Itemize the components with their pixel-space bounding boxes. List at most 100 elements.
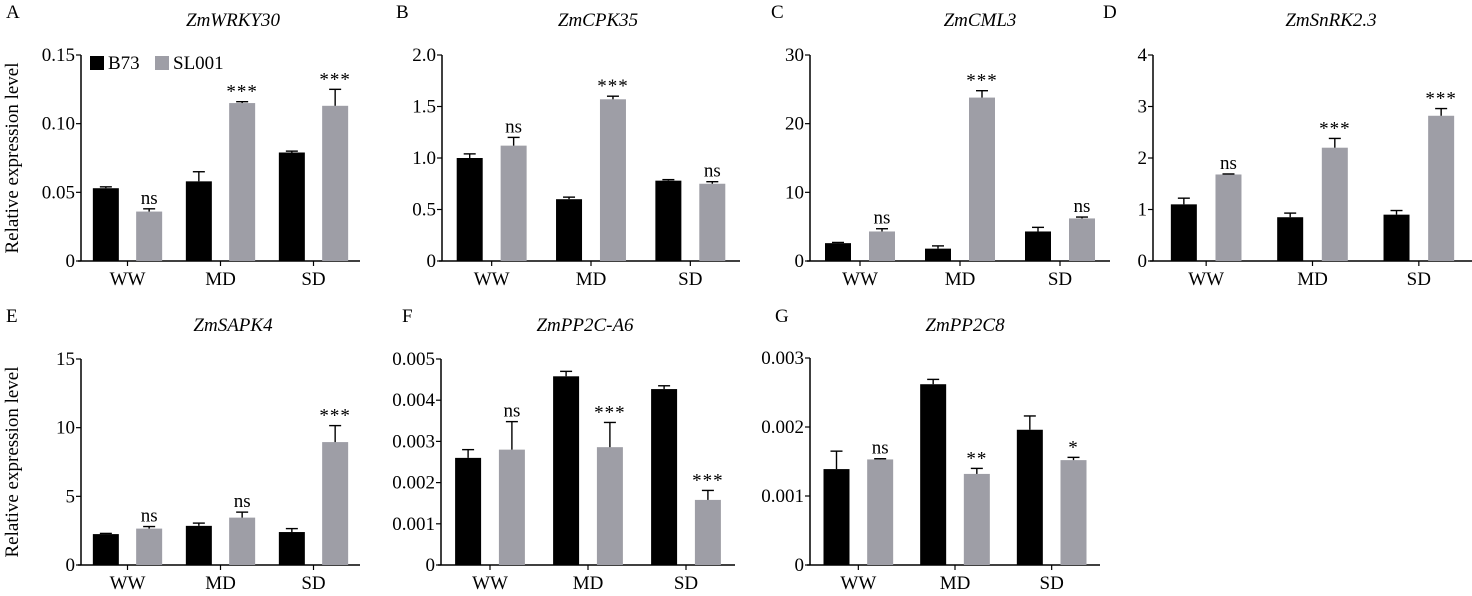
panel-g-bar-b73-ww [823, 469, 850, 565]
panel-b-xtick-label: MD [576, 269, 607, 290]
panel-d-title: ZmSnRK2.3 [1285, 10, 1376, 31]
panel-e-title: ZmSAPK4 [193, 315, 273, 336]
panel-b-ytick-label: 0.5 [412, 200, 436, 221]
panel-d-bar-b73-md [1277, 217, 1304, 261]
panel-f-significance-sd: *** [692, 470, 724, 491]
panel-d-ytick-label: 1 [1138, 200, 1148, 221]
panel-a-bar-b73-ww [92, 188, 119, 261]
panel-c-bar-sl001-ww [869, 231, 895, 261]
panel-d-significance-sd: *** [1425, 89, 1457, 110]
panel-b-xtick-label: SD [678, 269, 702, 290]
panel-e-significance-ww: ns [141, 506, 158, 527]
panel-e-xtick-label: WW [110, 573, 146, 594]
panel-b-ytick-label: 2.0 [412, 45, 436, 66]
panel-d-bar-sl001-sd [1428, 115, 1455, 262]
panel-g-xtick-label: SD [1040, 573, 1064, 594]
panel-g-significance-sd: * [1068, 437, 1079, 458]
panel-g-title: ZmPP2C8 [925, 315, 1005, 336]
panel-a-xtick-label: MD [205, 269, 236, 290]
panel-f-bar-sl001-sd [694, 499, 721, 565]
panel-f-title: ZmPP2C-A6 [536, 315, 634, 336]
panel-e-ytick-label: 10 [56, 418, 75, 439]
panel-c-xtick-label: SD [1048, 269, 1072, 290]
panel-c-xtick-label: MD [945, 269, 976, 290]
panel-c-title: ZmCML3 [944, 10, 1017, 31]
panel-f-bar-b73-sd [651, 389, 678, 565]
panel-d-bar-sl001-ww [1215, 174, 1242, 261]
panel-d-ytick-label: 0 [1138, 251, 1148, 272]
panel-f-letter: F [402, 306, 413, 327]
panel-e-significance-md: ns [234, 491, 251, 512]
panel-d-bar-sl001-md [1321, 147, 1348, 261]
panel-f-bar-sl001-md [596, 447, 623, 565]
panel-g-bar-b73-sd [1016, 429, 1043, 565]
panel-d-ytick-label: 3 [1138, 97, 1148, 118]
panel-d-bar-b73-sd [1383, 214, 1410, 261]
panel-g-bar-sl001-ww [867, 459, 894, 565]
panel-b-ytick-label: 1.5 [412, 97, 436, 118]
panel-g-bar-sl001-sd [1060, 460, 1087, 565]
panel-e-bar-b73-md [185, 525, 212, 565]
panel-b-bar-sl001-md [599, 99, 626, 261]
panel-f-ytick-label: 0.003 [392, 431, 435, 452]
panel-g-xtick-label: WW [840, 573, 876, 594]
panel-d-significance-ww: ns [1220, 153, 1237, 174]
panel-f-ytick-label: 0.004 [392, 390, 435, 411]
panel-e-ytick-label: 15 [56, 349, 75, 370]
panel-c-ytick-label: 20 [785, 114, 804, 135]
legend-label-sl001: SL001 [173, 53, 224, 74]
panel-b-significance-md: *** [597, 76, 629, 97]
panel-a-bar-sl001-sd [322, 105, 349, 262]
panel-c-bar-sl001-md [969, 97, 995, 261]
panel-g-ytick-label: 0 [795, 555, 805, 576]
panel-f-bar-b73-ww [455, 457, 482, 565]
panel-g-bar-sl001-md [963, 473, 990, 565]
panel-b-title: ZmCPK35 [558, 10, 638, 31]
panel-c-bar-b73-ww [825, 243, 851, 261]
panel-a-letter: A [6, 2, 20, 23]
panel-c-xtick-label: WW [842, 269, 878, 290]
panel-d-xtick-label: SD [1407, 269, 1431, 290]
panel-a-ytick-label: 0.10 [42, 114, 75, 135]
panel-g-ytick-label: 0.001 [761, 486, 804, 507]
panel-a-ytick-label: 0.15 [42, 45, 75, 66]
panel-c-significance-md: *** [966, 71, 998, 92]
panel-f-xtick-label: MD [573, 573, 604, 594]
panel-c-letter: C [771, 2, 784, 23]
panel-b-significance-ww: ns [505, 116, 522, 137]
panel-b-bar-b73-ww [456, 158, 483, 261]
panel-b-letter: B [396, 2, 409, 23]
legend-swatch-sl001 [155, 56, 169, 70]
panel-b-bar-b73-sd [655, 180, 682, 261]
panel-c-bar-b73-md [925, 248, 951, 261]
panel-g-significance-ww: ns [872, 438, 889, 459]
panel-b-bar-sl001-ww [500, 145, 527, 261]
panel-e-significance-sd: *** [319, 406, 351, 427]
panel-d-xtick-label: WW [1188, 269, 1224, 290]
panel-a-significance-ww: ns [141, 188, 158, 209]
panel-d-xtick-label: MD [1297, 269, 1328, 290]
panel-c-bar-b73-sd [1025, 231, 1051, 261]
panel-a-significance-md: *** [226, 82, 258, 103]
panel-a-bar-b73-sd [278, 152, 305, 261]
panel-c-bar-sl001-sd [1069, 218, 1095, 261]
panel-e-bar-sl001-md [229, 517, 256, 565]
panel-a-bar-sl001-md [229, 103, 256, 261]
panel-b-ytick-label: 0 [427, 251, 437, 272]
panel-a-bar-sl001-ww [136, 211, 163, 261]
panel-a-xtick-label: SD [301, 269, 325, 290]
panel-g-bar-b73-md [920, 384, 947, 565]
panel-b-xtick-label: WW [474, 269, 510, 290]
panel-g-significance-md: ** [966, 448, 987, 469]
panel-c-ytick-label: 10 [785, 182, 804, 203]
panel-d-ytick-label: 4 [1138, 45, 1148, 66]
panel-f-bar-b73-md [553, 376, 580, 565]
panel-f-significance-md: *** [594, 402, 626, 423]
panel-b-bar-b73-md [556, 199, 583, 261]
panel-e-bar-sl001-sd [322, 442, 349, 565]
panel-g-xtick-label: MD [940, 573, 971, 594]
panel-f-significance-ww: ns [503, 401, 520, 422]
panel-d-significance-md: *** [1319, 118, 1351, 139]
panel-b-significance-sd: ns [704, 161, 721, 182]
